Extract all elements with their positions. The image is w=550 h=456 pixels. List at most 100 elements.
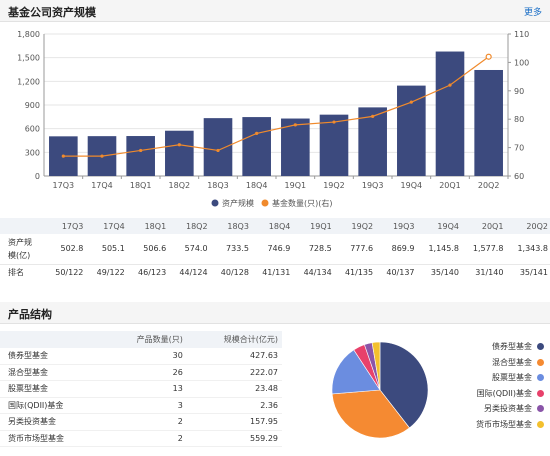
legend-label: 货币市场型基金 xyxy=(476,419,532,429)
product-count: 2 xyxy=(103,413,187,431)
quarter-header: 17Q4 xyxy=(103,221,125,231)
rank-cell: 46/123 xyxy=(126,263,169,280)
legend-item[interactable]: 货币市场型基金 xyxy=(450,419,546,435)
asset-scale-chart: 0 300 600 900 1,200 1,500 1,800 60 70 80 90 100 110 1… xyxy=(17,30,529,208)
legend-label: 另类投资基金 xyxy=(484,404,532,414)
legend-label: 国际(QDII)基金 xyxy=(476,388,532,398)
legend-dot-icon xyxy=(537,389,544,397)
legend-item[interactable]: 债券型基金 xyxy=(450,341,546,357)
legend-item[interactable]: 国际(QDII)基金 xyxy=(450,388,546,404)
right-tick-label: 90 xyxy=(514,87,524,96)
legend-item[interactable]: 股票型基金 xyxy=(450,372,546,388)
x-tick-label: 20Q1 xyxy=(439,181,461,190)
fund-count-point xyxy=(177,143,181,147)
bar xyxy=(319,114,349,176)
quarter-header: 19Q1 xyxy=(310,221,332,231)
x-tick-label: 19Q3 xyxy=(362,181,384,190)
table-row: 混合型基金 26 222.07 xyxy=(0,364,282,381)
pie-slice xyxy=(331,349,381,395)
size-cell: 746.9 xyxy=(267,244,291,254)
quarter-header: 20Q2 xyxy=(526,221,548,231)
rank-row: 排名 50/122 49/122 46/123 44/124 40/128 41/131 4… xyxy=(0,263,550,280)
legend-item[interactable]: 另类投资基金 xyxy=(450,403,546,419)
right-tick-label: 100 xyxy=(514,58,529,67)
quarter-header: 19Q4 xyxy=(437,221,459,231)
legend-bar-label: 资产规模 xyxy=(222,198,254,208)
col-size-header: 规模合计(亿元) xyxy=(223,334,278,344)
size-cell: 1,343.8 xyxy=(517,244,548,254)
bar xyxy=(358,107,387,176)
size-row: 资产规 模(亿) 502.8 505.1 506.6 574.0 733.5 746.9 72… xyxy=(0,234,550,264)
table-header-row: 17Q3 17Q4 18Q1 18Q2 18Q3 18Q4 19Q1 19Q2 19Q3 19Q4… xyxy=(0,218,550,234)
x-tick-label: 19Q1 xyxy=(285,181,307,190)
product-size: 559.29 xyxy=(186,430,282,447)
left-tick-label: 0 xyxy=(35,172,40,181)
legend-label: 股票型基金 xyxy=(492,373,532,383)
legend-label: 混合型基金 xyxy=(492,357,532,367)
rank-cell: 35/140 xyxy=(416,263,461,280)
product-count: 2 xyxy=(103,430,187,447)
size-cell: 502.8 xyxy=(60,244,84,254)
bar xyxy=(126,136,155,176)
fund-count-point xyxy=(255,131,259,135)
fund-count-point xyxy=(371,114,375,118)
legend-line-dot-icon xyxy=(261,199,269,207)
size-cell: 1,145.8 xyxy=(428,244,459,254)
size-cell: 574.0 xyxy=(184,244,208,254)
right-tick-label: 60 xyxy=(514,172,524,181)
product-size: 427.63 xyxy=(186,347,282,365)
product-name: 股票型基金 xyxy=(0,380,104,398)
col-count-header: 产品数量(只) xyxy=(136,334,183,344)
rank-cell: 50/122 xyxy=(44,263,86,280)
product-name: 混合型基金 xyxy=(0,364,104,381)
bar xyxy=(397,85,426,176)
fund-count-point xyxy=(61,154,65,158)
asset-scale-title: 基金公司资产规模 xyxy=(8,6,96,19)
fund-count-point xyxy=(409,100,413,104)
table-row: 货币市场型基金 2 559.29 xyxy=(0,430,282,447)
size-cell: 505.1 xyxy=(101,244,125,254)
quarter-header: 19Q3 xyxy=(392,221,415,231)
quarter-header: 18Q2 xyxy=(185,221,208,231)
table-row: 另类投资基金 2 157.95 xyxy=(0,413,282,431)
left-tick-label: 1,800 xyxy=(17,30,40,39)
x-tick-label: 17Q4 xyxy=(91,181,113,190)
size-cell: 1,577.8 xyxy=(472,244,504,254)
legend-dot-icon xyxy=(537,358,544,366)
product-structure-header: 产品结构 xyxy=(0,302,550,324)
bar xyxy=(474,69,503,176)
product-name: 国际(QDII)基金 xyxy=(0,397,104,414)
x-tick-label: 18Q1 xyxy=(130,181,152,190)
bar xyxy=(281,118,310,176)
product-size: 222.07 xyxy=(186,364,282,381)
left-tick-label: 900 xyxy=(25,101,40,110)
legend-dot-icon xyxy=(537,405,544,413)
rank-cell: 35/141 xyxy=(505,263,550,280)
product-name: 另类投资基金 xyxy=(0,413,104,431)
product-pie-chart xyxy=(331,341,429,439)
legend-item[interactable]: 混合型基金 xyxy=(450,357,546,373)
more-link[interactable]: 更多 xyxy=(523,8,542,18)
product-count: 26 xyxy=(103,364,187,381)
bar xyxy=(203,118,233,176)
fund-count-point xyxy=(293,123,297,127)
size-cell: 506.6 xyxy=(143,244,167,254)
fund-count-point xyxy=(332,120,336,124)
size-cell: 733.5 xyxy=(226,244,249,254)
rank-cell: 41/135 xyxy=(333,263,376,280)
bar xyxy=(165,130,194,176)
product-name: 债券型基金 xyxy=(0,347,104,365)
pie-slice xyxy=(379,341,429,429)
size-cell: 728.5 xyxy=(308,244,332,254)
legend-bar-dot-icon xyxy=(211,199,219,207)
quarter-header: 18Q3 xyxy=(227,221,249,231)
product-name: 货币市场型基金 xyxy=(0,430,104,447)
quarter-header: 17Q3 xyxy=(61,221,84,231)
rank-cell: 44/124 xyxy=(168,263,210,280)
product-count: 30 xyxy=(103,347,187,365)
fund-count-point xyxy=(216,148,220,153)
bar xyxy=(435,51,465,176)
right-tick-label: 80 xyxy=(514,115,524,124)
rank-cell: 44/134 xyxy=(292,263,334,280)
rank-cell: 49/122 xyxy=(85,263,127,280)
